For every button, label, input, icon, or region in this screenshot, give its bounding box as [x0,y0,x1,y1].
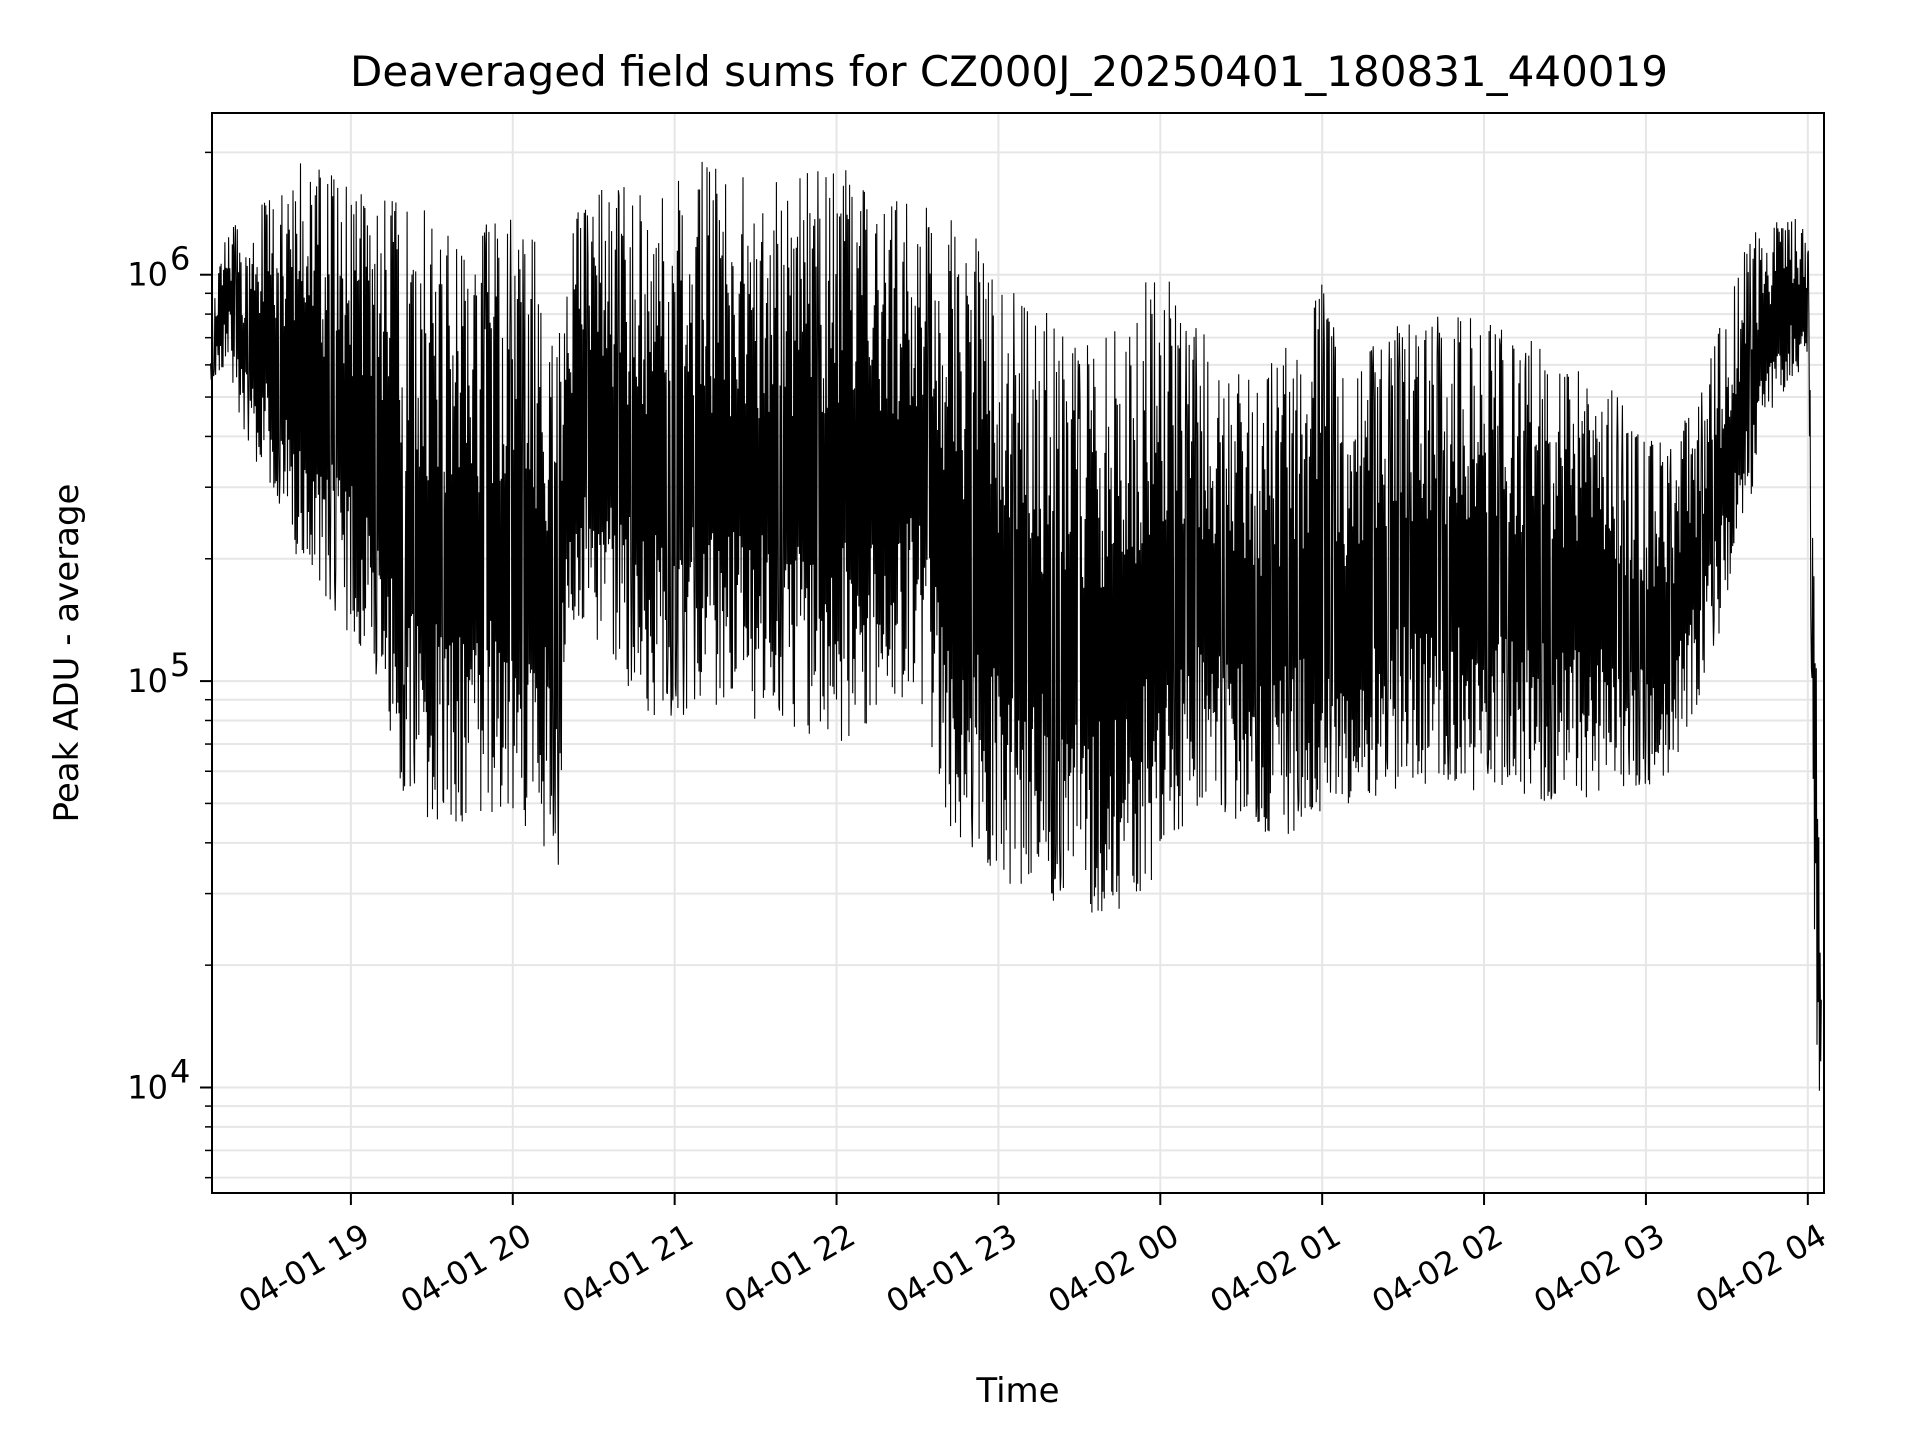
y-tick-exponent: 6 [170,240,190,278]
y-tick-label: 10 [127,256,168,294]
y-tick-exponent: 5 [170,646,190,684]
y-tick-label: 10 [127,1068,168,1106]
x-axis-title: Time [975,1371,1059,1411]
y-tick-label: 10 [127,662,168,700]
series-line [210,161,1822,1091]
data-series [210,161,1822,1091]
chart-title: Deaveraged field sums for CZ000J_2025040… [350,47,1668,96]
y-tick-exponent: 4 [170,1052,190,1090]
plot-frame [211,112,1825,1194]
y-axis-title: Peak ADU - average [47,484,87,823]
